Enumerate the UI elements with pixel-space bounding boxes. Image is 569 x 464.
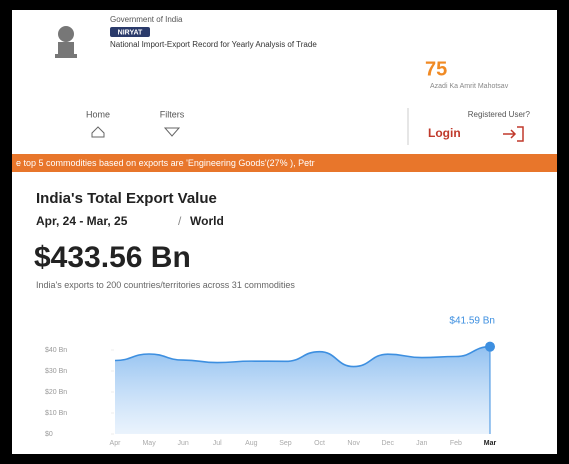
description: India's exports to 200 countries/territo… [36,280,466,291]
x-tick-label: Mar [484,440,497,447]
x-tick-label: May [142,440,156,447]
login[interactable]: Login [428,126,461,140]
x-tick-label: Jul [213,440,222,447]
x-tick-label: Dec [382,440,395,447]
x-tick-label: Jun [178,440,189,447]
logo-text: Azadi Ka Amrit Mahotsav [430,83,509,90]
logo-mark: 75 [425,58,447,80]
y-tick-label: $30 Bn [45,368,67,375]
x-tick-label: Feb [450,440,462,447]
ticker: e top 5 commodities based on exports are… [16,158,315,168]
value-label: $41.59 Bn [449,316,495,327]
period: Apr, 24 - Mar, 25 [36,214,128,228]
badge: NIRYAT [118,29,143,36]
nav-filters[interactable]: Filters [160,109,185,119]
region: World [190,214,224,228]
y-tick-label: $0 [45,431,53,438]
chart-title: India's Total Export Value [36,190,217,207]
nav-home[interactable]: Home [86,109,110,119]
y-tick-label: $40 Bn [45,347,67,354]
x-tick-label: Nov [347,440,360,447]
focus-point [485,342,495,352]
area [115,347,490,434]
total-value: $433.56 Bn [34,241,191,274]
full-name: National Import-Export Record for Yearly… [110,40,317,49]
screen: Government of India NIRYAT National Impo… [0,0,569,464]
x-tick-label: Oct [314,440,325,447]
y-tick-label: $10 Bn [45,410,67,417]
gov-label: Government of India [110,15,183,24]
x-tick-label: Jan [416,440,427,447]
description-box: India's exports to 200 countries/territo… [36,280,466,310]
registered-label: Registered User? [468,110,531,119]
x-tick-label: Sep [279,440,292,447]
x-tick-label: Aug [245,440,258,447]
y-tick-label: $20 Bn [45,389,67,396]
x-tick-label: Apr [110,440,122,447]
